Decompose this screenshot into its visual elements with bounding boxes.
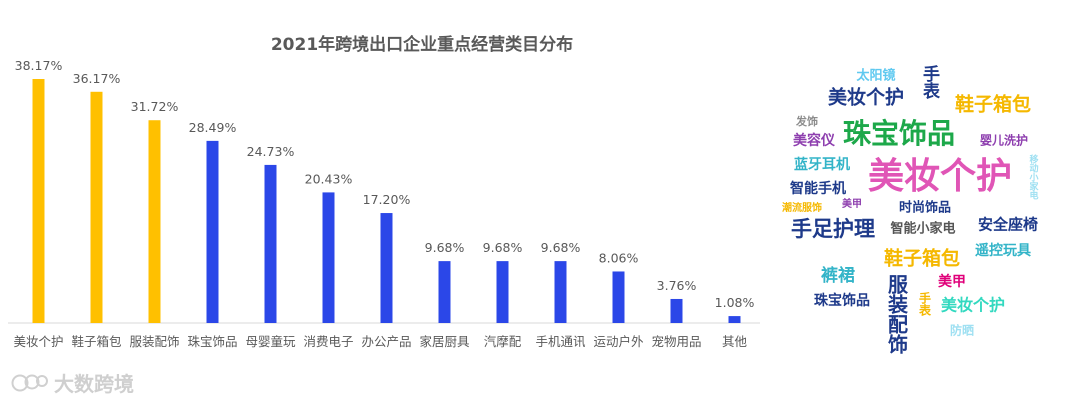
word-cloud-term-3: 鞋子箱包 (955, 93, 1031, 116)
bar-10 (612, 271, 625, 323)
word-cloud-term-17: 安全座椅 (978, 216, 1038, 234)
word-cloud-term-21: 美甲 (938, 273, 966, 290)
x-tick-label-6: 办公产品 (361, 334, 411, 349)
word-cloud-term-23: 珠宝饰品 (814, 292, 870, 309)
data-label-6: 17.20% (363, 192, 411, 207)
word-cloud-term-5: 珠宝饰品 (843, 117, 955, 150)
data-label-7: 9.68% (425, 240, 465, 255)
word-cloud-term-26: 防晒 (950, 323, 974, 338)
word-cloud-term-7: 婴儿洗护 (980, 133, 1028, 148)
bar-group: 38.17% 美妆个护 36.17% 鞋子箱包 31.72% 服装配饰 28.49% 珠宝饰品… (13, 58, 754, 349)
word-cloud-term-22: 服装配饰 (885, 274, 909, 354)
x-tick-label-2: 服装配饰 (129, 334, 179, 349)
data-label-10: 8.06% (599, 250, 639, 265)
word-cloud-term-4: 发饰 (795, 114, 818, 128)
word-cloud-term-19: 遥控玩具 (975, 242, 1031, 259)
x-tick-label-1: 鞋子箱包 (71, 334, 121, 349)
word-cloud-term-1: 手表 (919, 64, 940, 100)
bar-7 (438, 261, 451, 323)
bar-9 (554, 261, 567, 323)
word-cloud-term-25: 美妆个护 (941, 296, 1005, 315)
watermark: 大数跨境 (11, 372, 134, 396)
bar-5 (322, 192, 335, 323)
word-cloud-term-9: 蓝牙耳机 (794, 156, 850, 173)
x-tick-label-8: 汽摩配 (484, 334, 522, 349)
watermark-logo-icon (11, 374, 48, 392)
bar-1 (90, 91, 103, 323)
word-cloud-term-14: 时尚饰品 (899, 200, 951, 216)
bar-6 (380, 213, 393, 323)
data-label-11: 3.76% (657, 278, 697, 293)
chart-title: 2021年跨境出口企业重点经营类目分布 (271, 34, 573, 55)
data-label-8: 9.68% (483, 240, 523, 255)
data-label-1: 36.17% (73, 71, 121, 86)
bar-0 (32, 79, 45, 323)
x-tick-label-7: 家居厨具 (419, 334, 470, 349)
word-cloud-term-8: 美妆个护 (868, 156, 1012, 197)
word-cloud-term-2: 美妆个护 (828, 86, 904, 109)
data-label-0: 38.17% (15, 58, 63, 73)
x-tick-label-5: 消费电子 (303, 334, 353, 349)
x-tick-label-4: 母婴童玩 (245, 334, 296, 349)
bar-11 (670, 298, 683, 323)
word-cloud-term-10: 智能手机 (789, 180, 846, 197)
word-cloud-term-12: 潮流服饰 (782, 201, 822, 214)
data-label-12: 1.08% (715, 295, 755, 310)
x-tick-label-12: 其他 (722, 334, 748, 349)
x-tick-label-11: 宠物用品 (651, 334, 701, 349)
x-tick-label-10: 运动户外 (593, 334, 644, 349)
x-tick-label-0: 美妆个护 (13, 334, 63, 349)
watermark-text: 大数跨境 (54, 372, 134, 396)
word-cloud-term-16: 智能小家电 (890, 221, 955, 237)
word-cloud-term-0: 太阳镜 (855, 68, 895, 84)
x-tick-label-9: 手机通讯 (535, 334, 586, 349)
data-label-2: 31.72% (131, 99, 179, 114)
word-cloud-term-13: 美甲 (842, 197, 862, 210)
word-cloud-term-18: 鞋子箱包 (884, 247, 960, 270)
bar-4 (264, 164, 277, 323)
word-cloud-term-6: 美容仪 (793, 132, 836, 149)
data-label-3: 28.49% (189, 120, 237, 135)
data-label-9: 9.68% (541, 240, 581, 255)
word-cloud-term-11: 移动小家电 (1028, 153, 1040, 200)
bar-12 (728, 316, 741, 323)
word-cloud-term-24: 手表 (918, 291, 932, 317)
bar-8 (496, 261, 509, 323)
word-cloud-term-20: 裤裙 (821, 265, 855, 286)
word-cloud-term-15: 手足护理 (791, 217, 875, 241)
x-tick-label-3: 珠宝饰品 (187, 334, 237, 349)
data-label-4: 24.73% (247, 144, 295, 159)
data-label-5: 20.43% (305, 171, 353, 186)
bar-3 (206, 140, 219, 323)
bar-2 (148, 120, 161, 324)
